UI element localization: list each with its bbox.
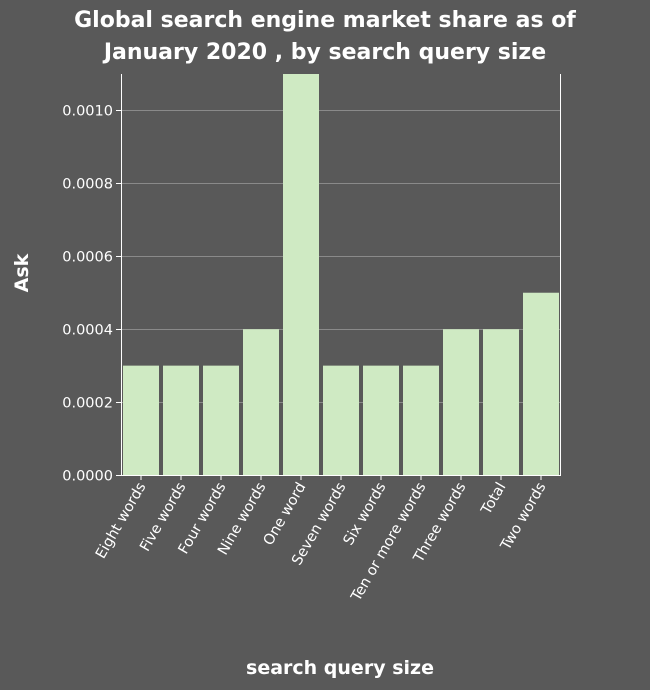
bar: [403, 365, 439, 475]
bar: [243, 329, 279, 475]
y-tick-label: 0.0004: [62, 323, 113, 339]
bar: [483, 329, 519, 475]
bar: [363, 365, 399, 475]
x-tick-label: Ten or more words: [348, 480, 429, 605]
y-tick-labels: 0.0000 0.0002 0.0004 0.0006 0.0008 0.0010: [62, 104, 121, 485]
y-tick-label: 0.0000: [62, 469, 113, 485]
bar: [443, 329, 479, 475]
bar: [163, 365, 199, 475]
y-tick-label: 0.0008: [62, 177, 113, 193]
bar: [123, 365, 159, 475]
chart-title-line-2: January 2020 , by search query size: [102, 40, 546, 65]
x-axis-label: search query size: [246, 657, 434, 679]
bar: [523, 292, 559, 475]
bar: [203, 365, 239, 475]
chart-title-line-1: Global search engine market share as of: [74, 8, 576, 33]
bar: [323, 365, 359, 475]
y-tick-label: 0.0010: [62, 104, 113, 120]
y-tick-label: 0.0002: [62, 396, 113, 412]
y-axis-label: Ask: [11, 253, 33, 292]
bars: [123, 74, 559, 475]
y-tick-label: 0.0006: [62, 250, 113, 266]
bar: [283, 74, 319, 475]
x-tick-label: Total: [478, 480, 509, 518]
